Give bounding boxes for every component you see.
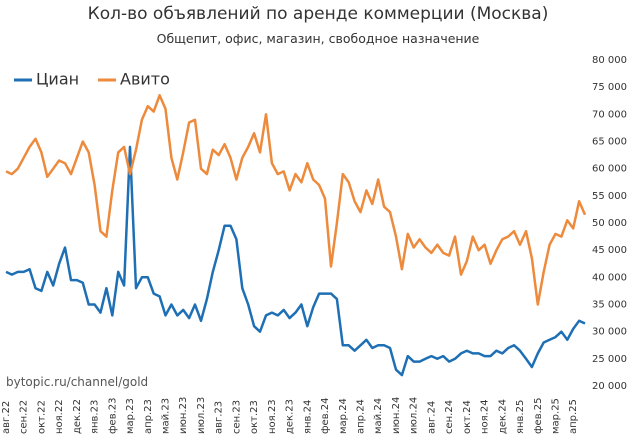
x-tick-label: дек.23 (285, 399, 296, 434)
x-tick-label: авг.22 (1, 401, 12, 434)
x-tick-label: фев.25 (533, 398, 544, 435)
x-tick-label: мар.25 (551, 398, 562, 434)
y-tick-label: 65 000 (592, 137, 627, 148)
chart-subtitle: Общепит, офис, магазин, свободное назнач… (157, 31, 480, 46)
x-tick-label: июл.24 (409, 397, 420, 434)
legend-label: Циан (36, 70, 79, 89)
x-tick-label: фев.23 (107, 398, 118, 435)
x-tick-label: авг.23 (214, 401, 225, 434)
x-tick-label: окт.22 (36, 400, 47, 434)
y-tick-label: 45 000 (592, 245, 627, 256)
x-tick-label: сен.22 (19, 400, 30, 434)
y-tick-label: 80 000 (592, 55, 627, 66)
x-tick-label: июн.23 (178, 397, 189, 434)
x-tick-label: окт.24 (462, 400, 473, 434)
x-tick-label: июл.23 (196, 397, 207, 434)
x-tick-label: май.23 (161, 398, 172, 434)
x-tick-label: ноя.24 (480, 399, 491, 434)
x-tick-label: фев.24 (320, 398, 331, 435)
x-tick-label: апр.24 (356, 399, 367, 434)
x-tick-label: ноя.22 (54, 399, 65, 434)
x-tick-label: янв.24 (302, 400, 313, 434)
x-tick-label: сен.23 (231, 400, 242, 434)
y-tick-label: 25 000 (592, 354, 627, 365)
x-tick-label: апр.25 (568, 399, 579, 434)
y-tick-label: 50 000 (592, 218, 627, 229)
x-tick-label: мар.23 (125, 398, 136, 434)
y-tick-label: 75 000 (592, 82, 627, 93)
x-tick-label: июн.24 (391, 397, 402, 434)
x-tick-label: мар.24 (338, 398, 349, 434)
y-tick-label: 60 000 (592, 164, 627, 175)
y-tick-label: 20 000 (592, 381, 627, 392)
series-line (5, 94, 587, 306)
x-tick-label: окт.23 (249, 400, 260, 434)
x-tick-label: янв.23 (90, 400, 101, 434)
x-tick-label: май.24 (373, 398, 384, 434)
x-tick-label: дек.22 (72, 399, 83, 434)
x-tick-label: ноя.23 (267, 399, 278, 434)
x-tick-label: авг.24 (426, 401, 437, 434)
x-tick-label: дек.24 (497, 399, 508, 434)
y-tick-label: 35 000 (592, 300, 627, 311)
legend-label: Авито (120, 70, 170, 89)
y-tick-label: 30 000 (592, 327, 627, 338)
watermark: bytopic.ru/channel/gold (6, 375, 148, 389)
chart-title: Кол-во объявлений по аренде коммерции (М… (88, 4, 549, 24)
y-tick-label: 70 000 (592, 109, 627, 120)
x-tick-label: янв.25 (515, 400, 526, 434)
x-tick-label: сен.24 (444, 400, 455, 434)
series-line (5, 145, 586, 377)
y-tick-label: 40 000 (592, 272, 627, 283)
y-tick-label: 55 000 (592, 191, 627, 202)
x-tick-label: апр.23 (143, 399, 154, 434)
